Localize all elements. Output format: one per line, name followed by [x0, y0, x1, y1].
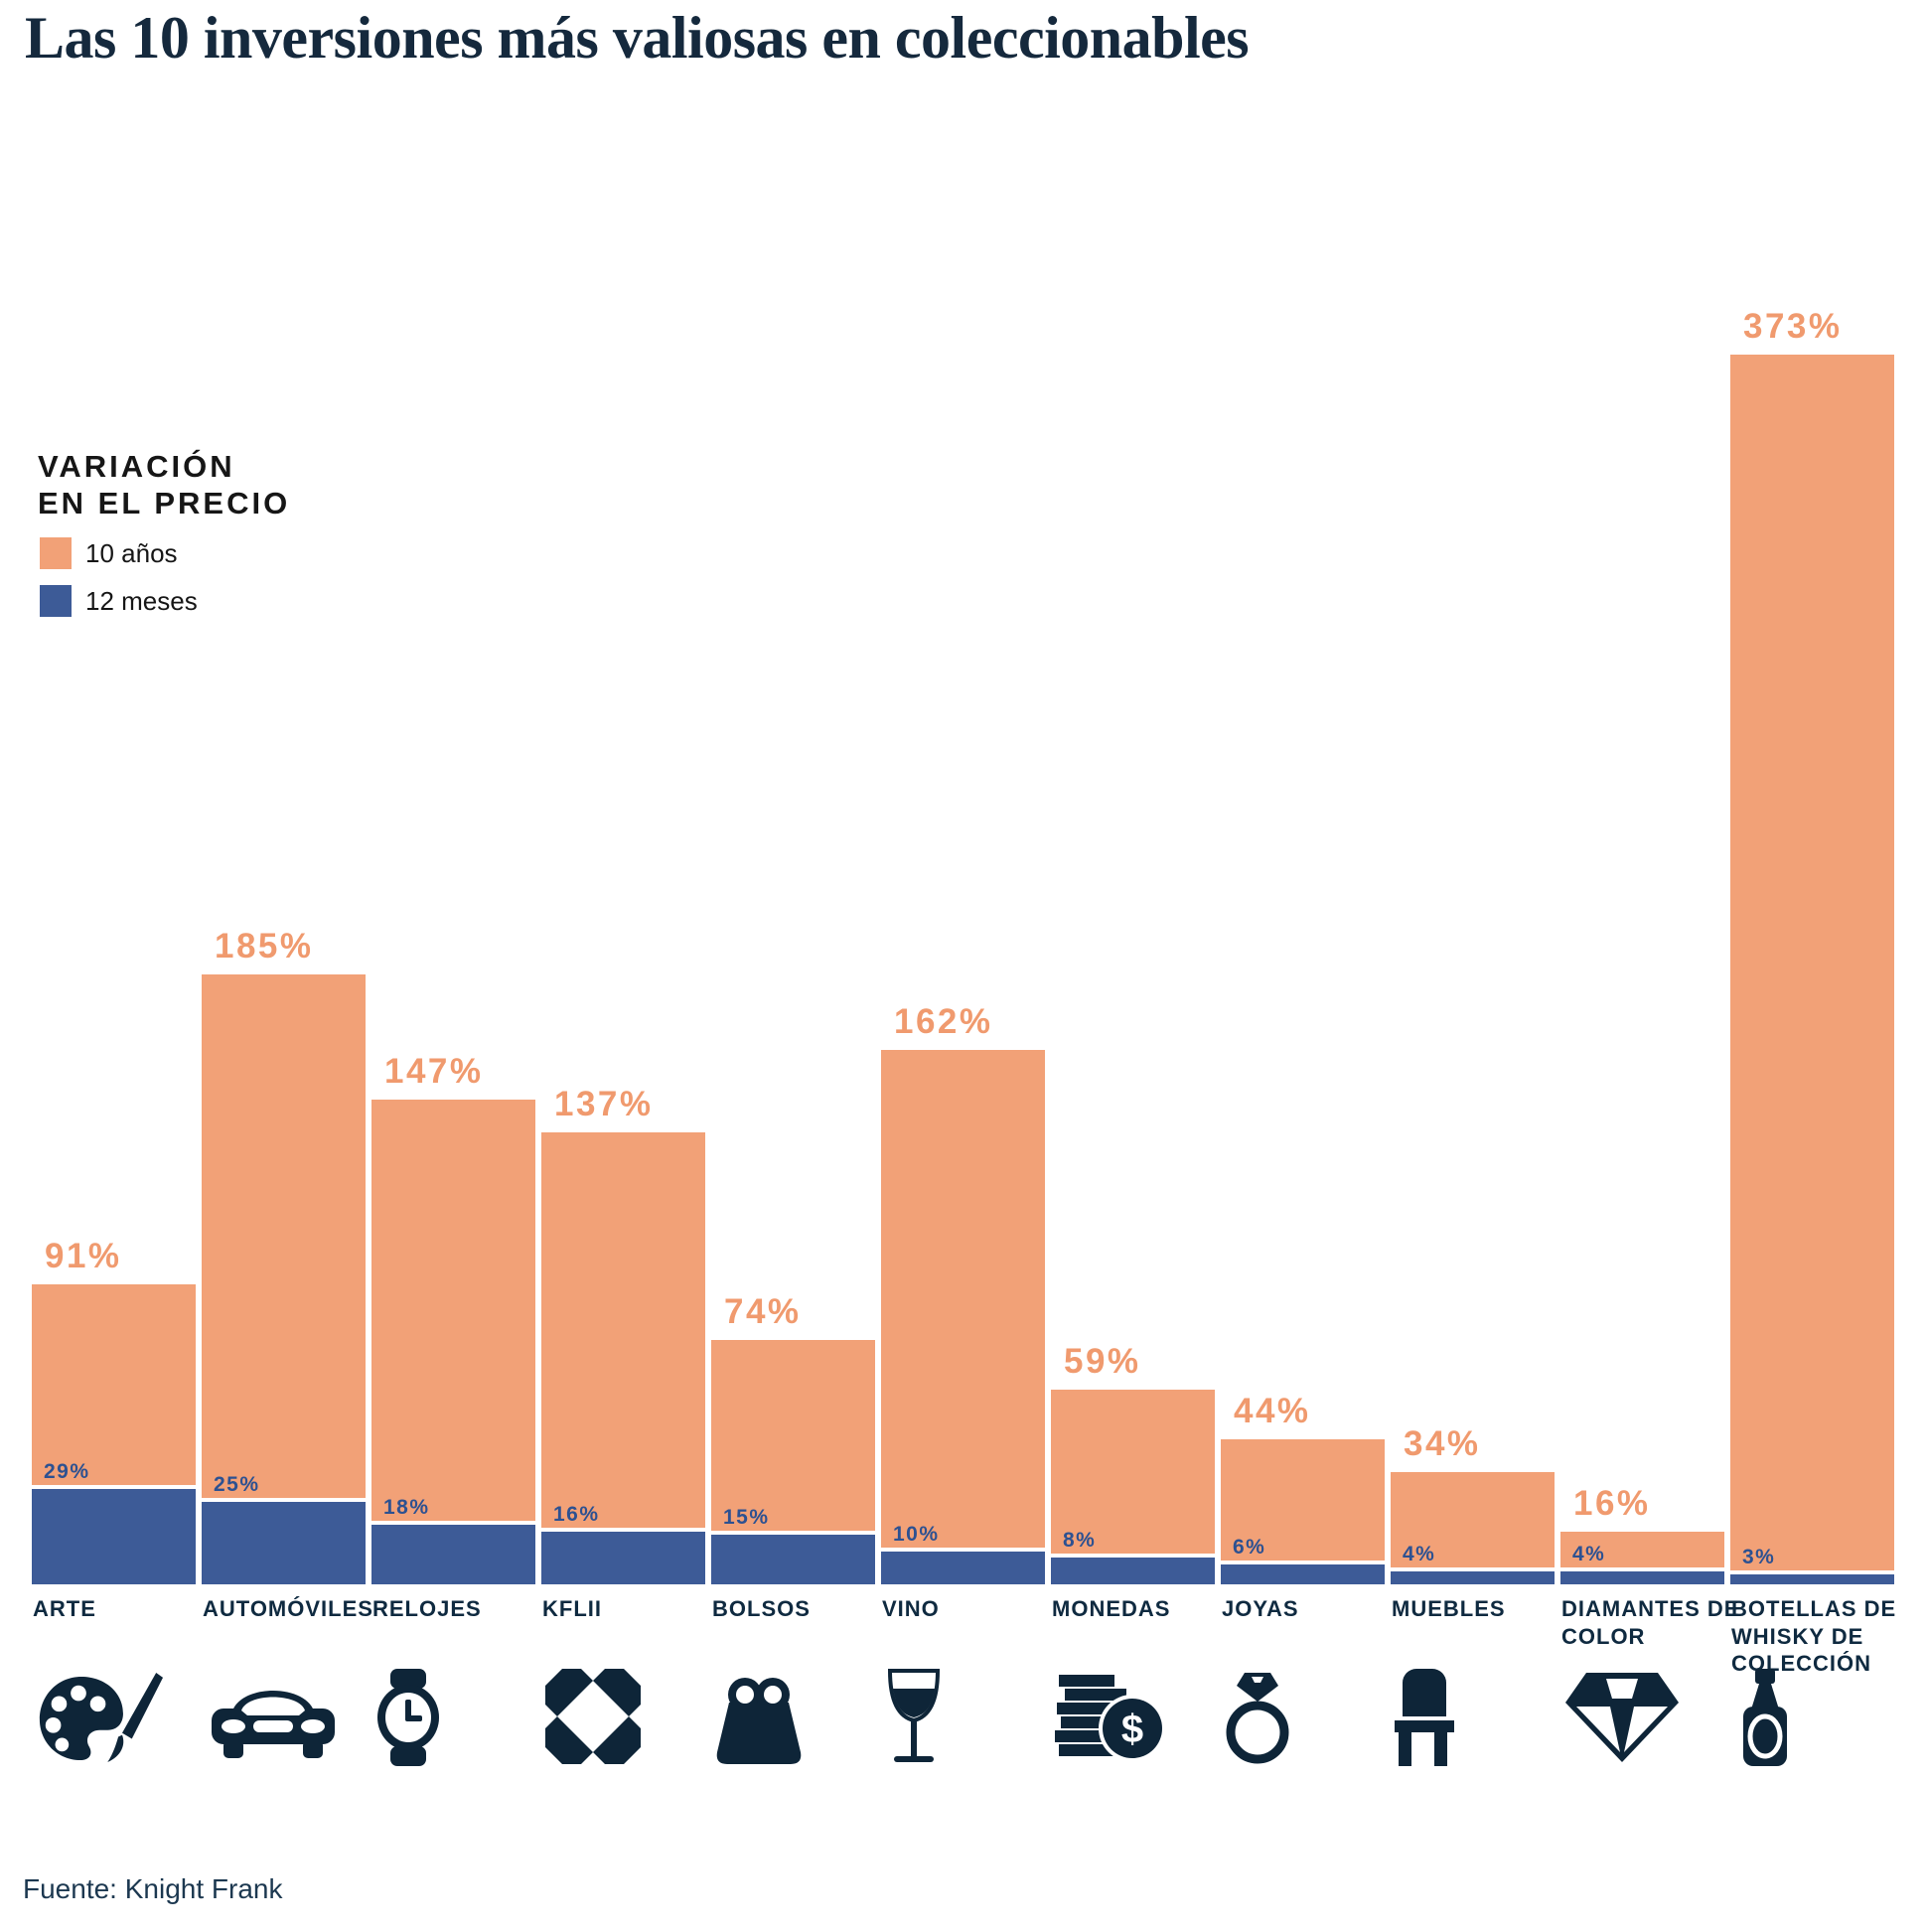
bar-12m-automoviles	[202, 1498, 366, 1584]
legend-item-10-anos: 10 años	[40, 536, 178, 570]
value-10y-arte: 91%	[45, 1237, 122, 1275]
category-label-joyas: JOYAS	[1222, 1596, 1299, 1621]
ring-icon	[1225, 1669, 1290, 1766]
chair-icon	[1395, 1669, 1454, 1766]
value-10y-muebles: 34%	[1404, 1424, 1481, 1463]
value-12m-arte: 29%	[44, 1460, 90, 1483]
bar-12m-kflii	[541, 1528, 705, 1584]
bar-12m-relojes	[371, 1521, 535, 1584]
value-12m-relojes: 18%	[383, 1496, 430, 1519]
category-label-arte: ARTE	[33, 1596, 96, 1621]
bar-12m-arte	[32, 1485, 196, 1584]
coins-dollar-icon: $	[1055, 1669, 1164, 1766]
legend-item-12-meses: 12 meses	[40, 584, 198, 618]
value-10y-bolsos: 74%	[724, 1292, 802, 1331]
value-12m-vino: 10%	[893, 1523, 940, 1546]
page-title: Las 10 inversiones más valiosas en colec…	[25, 5, 1250, 71]
value-10y-diamantes-de-color: 16%	[1573, 1484, 1651, 1523]
legend-swatch-12-meses	[40, 585, 72, 617]
legend-label-12-meses: 12 meses	[85, 585, 198, 616]
value-10y-automoviles: 185%	[215, 927, 314, 966]
value-10y-vino: 162%	[894, 1002, 993, 1041]
bar-10y-monedas	[1051, 1390, 1215, 1584]
handbag-icon	[715, 1669, 803, 1766]
whisky-bottle-icon	[1734, 1669, 1796, 1766]
bar-10y-joyas	[1221, 1439, 1385, 1584]
bar-12m-bolsos	[711, 1531, 875, 1584]
bar-12m-vino	[881, 1548, 1045, 1584]
source-note: Fuente: Knight Frank	[23, 1873, 283, 1904]
value-12m-kflii: 16%	[553, 1503, 600, 1526]
category-label-muebles: MUEBLES	[1392, 1596, 1506, 1621]
bar-12m-diamantes-de-color	[1560, 1567, 1724, 1584]
kflii-logo-icon	[545, 1669, 641, 1764]
bar-12m-monedas	[1051, 1554, 1215, 1584]
value-12m-automoviles: 25%	[214, 1473, 260, 1496]
value-10y-monedas: 59%	[1064, 1342, 1141, 1381]
legend-swatch-10-anos	[40, 537, 72, 569]
bar-10y-vino	[881, 1050, 1045, 1584]
watch-icon	[375, 1669, 441, 1766]
category-label-kflii: KFLII	[542, 1596, 602, 1621]
category-label-monedas: MONEDAS	[1052, 1596, 1171, 1621]
value-10y-botellas-de-whisky: 373%	[1743, 307, 1843, 346]
diamond-icon	[1564, 1669, 1680, 1764]
value-10y-kflii: 137%	[554, 1085, 654, 1123]
category-label-vino: VINO	[882, 1596, 940, 1621]
value-10y-joyas: 44%	[1234, 1392, 1311, 1430]
value-12m-monedas: 8%	[1063, 1529, 1097, 1552]
value-12m-botellas-de-whisky: 3%	[1742, 1546, 1776, 1568]
category-label-bolsos: BOLSOS	[712, 1596, 811, 1621]
category-label-automoviles: AUTOMÓVILES	[203, 1596, 373, 1621]
legend-label-10-anos: 10 años	[85, 537, 178, 568]
value-12m-diamantes-de-color: 4%	[1572, 1543, 1606, 1565]
value-12m-bolsos: 15%	[723, 1506, 770, 1529]
value-12m-muebles: 4%	[1403, 1543, 1436, 1565]
wine-glass-icon	[885, 1669, 943, 1766]
bar-10y-automoviles	[202, 974, 366, 1584]
bar-12m-botellas-de-whisky	[1730, 1570, 1894, 1584]
bar-10y-relojes	[371, 1100, 535, 1584]
category-label-botellas-de-whisky: BOTELLAS DE WHISKY DE COLECCIÓN	[1731, 1596, 1897, 1676]
legend-title: VARIACIÓN EN EL PRECIO	[38, 449, 291, 520]
value-10y-relojes: 147%	[384, 1052, 484, 1091]
category-label-diamantes-de-color: DIAMANTES DE COLOR	[1561, 1596, 1740, 1649]
palette-icon	[36, 1669, 164, 1766]
car-icon	[206, 1669, 341, 1764]
svg-text:$: $	[1121, 1708, 1143, 1751]
value-12m-joyas: 6%	[1233, 1536, 1266, 1559]
bar-10y-botellas-de-whisky	[1730, 355, 1894, 1584]
bar-12m-muebles	[1391, 1567, 1555, 1584]
bar-12m-joyas	[1221, 1560, 1385, 1584]
bar-10y-muebles	[1391, 1472, 1555, 1584]
bar-10y-kflii	[541, 1132, 705, 1584]
category-label-relojes: RELOJES	[372, 1596, 482, 1621]
